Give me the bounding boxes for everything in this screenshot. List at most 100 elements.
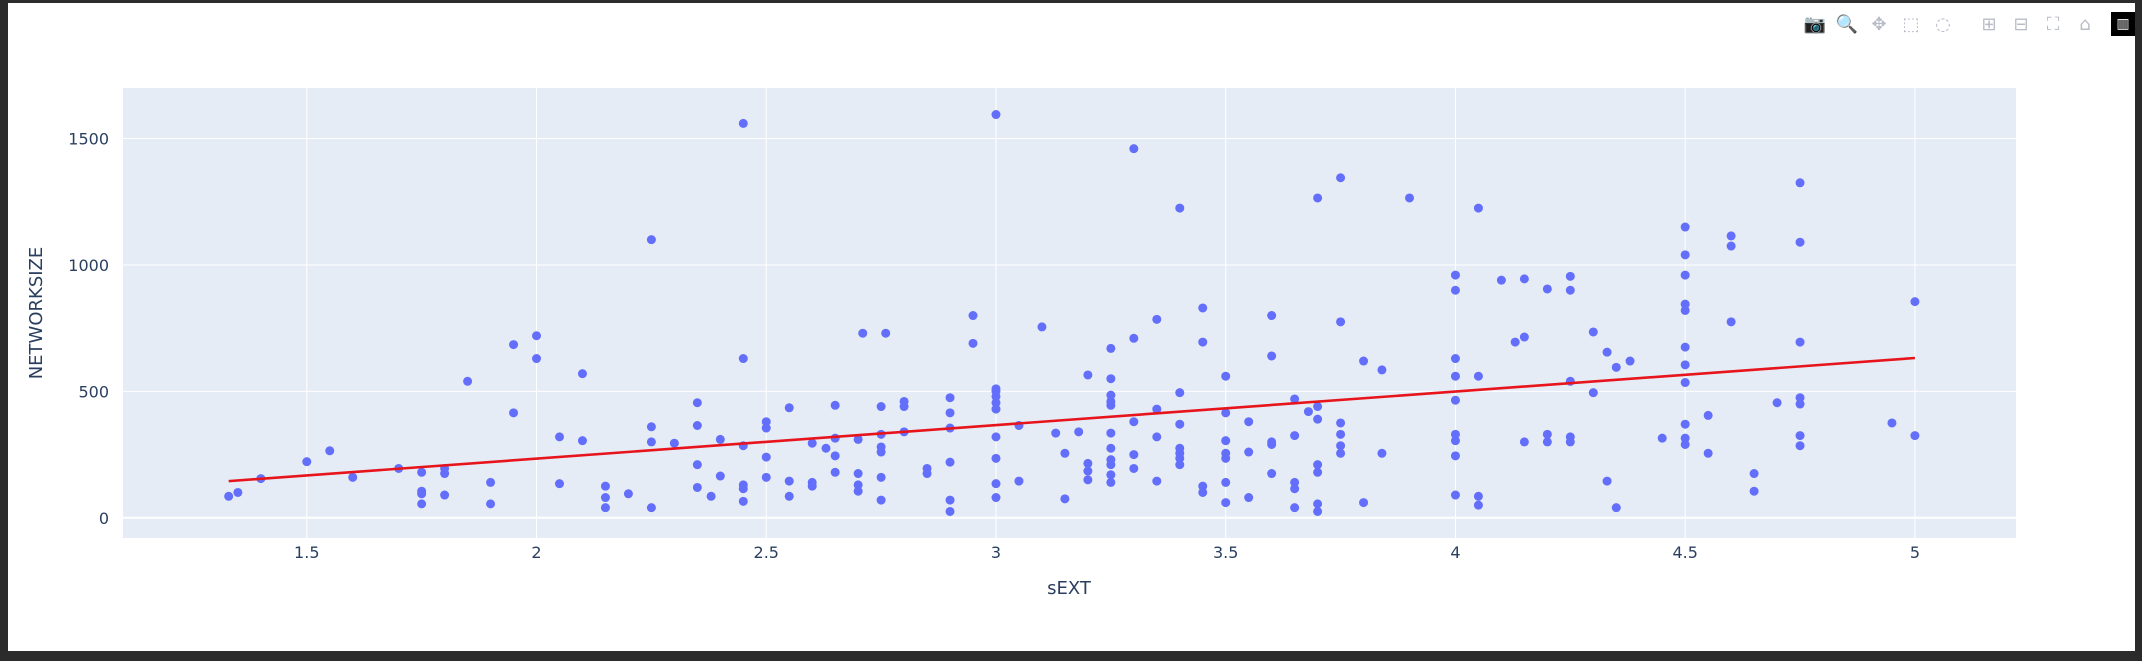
- data-point[interactable]: [1313, 414, 1323, 424]
- data-point[interactable]: [991, 404, 1001, 414]
- data-point[interactable]: [1680, 299, 1690, 309]
- data-point[interactable]: [1359, 498, 1369, 508]
- data-point[interactable]: [1519, 332, 1529, 342]
- data-point[interactable]: [1680, 419, 1690, 429]
- data-point[interactable]: [1198, 487, 1208, 497]
- data-point[interactable]: [1037, 322, 1047, 332]
- data-point[interactable]: [1051, 428, 1061, 438]
- data-point[interactable]: [968, 338, 978, 348]
- data-point[interactable]: [600, 481, 610, 491]
- data-point[interactable]: [821, 443, 831, 453]
- data-point[interactable]: [1290, 394, 1300, 404]
- data-point[interactable]: [1175, 203, 1185, 213]
- data-point[interactable]: [968, 311, 978, 321]
- data-point[interactable]: [1129, 144, 1139, 154]
- trendline[interactable]: [228, 356, 1916, 483]
- data-point[interactable]: [1336, 418, 1346, 428]
- data-point[interactable]: [1336, 317, 1346, 327]
- data-point[interactable]: [1519, 274, 1529, 284]
- data-point[interactable]: [600, 493, 610, 503]
- data-point[interactable]: [669, 438, 679, 448]
- data-point[interactable]: [738, 496, 748, 506]
- data-point[interactable]: [784, 491, 794, 501]
- data-point[interactable]: [945, 408, 955, 418]
- data-point[interactable]: [784, 476, 794, 486]
- box-select-button[interactable]: ⬚: [1895, 11, 1927, 37]
- data-point[interactable]: [554, 432, 564, 442]
- data-point[interactable]: [1221, 498, 1231, 508]
- data-point[interactable]: [1290, 503, 1300, 513]
- data-point[interactable]: [1083, 370, 1093, 380]
- data-point[interactable]: [646, 503, 656, 513]
- data-point[interactable]: [1450, 429, 1460, 439]
- data-point[interactable]: [1450, 285, 1460, 295]
- data-point[interactable]: [1703, 448, 1713, 458]
- data-point[interactable]: [991, 398, 1001, 408]
- data-point[interactable]: [1795, 431, 1805, 441]
- data-point[interactable]: [1450, 436, 1460, 446]
- data-point[interactable]: [1377, 365, 1387, 375]
- data-point[interactable]: [1680, 378, 1690, 388]
- data-point[interactable]: [945, 495, 955, 505]
- lasso-select-button[interactable]: ◌: [1927, 11, 1959, 37]
- data-point[interactable]: [1405, 193, 1415, 203]
- data-point[interactable]: [554, 479, 564, 489]
- data-point[interactable]: [1313, 506, 1323, 516]
- data-point[interactable]: [1795, 337, 1805, 347]
- data-point[interactable]: [1290, 477, 1300, 487]
- data-point[interactable]: [1749, 469, 1759, 479]
- data-point[interactable]: [1290, 484, 1300, 494]
- data-point[interactable]: [1680, 433, 1690, 443]
- data-point[interactable]: [1083, 458, 1093, 468]
- data-point[interactable]: [1244, 493, 1254, 503]
- data-point[interactable]: [991, 453, 1001, 463]
- data-point[interactable]: [1175, 460, 1185, 470]
- data-point[interactable]: [1565, 432, 1575, 442]
- data-point[interactable]: [738, 480, 748, 490]
- data-point[interactable]: [1795, 441, 1805, 451]
- data-point[interactable]: [1450, 371, 1460, 381]
- data-point[interactable]: [784, 403, 794, 413]
- data-point[interactable]: [1565, 285, 1575, 295]
- data-point[interactable]: [1198, 481, 1208, 491]
- data-point[interactable]: [1198, 303, 1208, 313]
- data-point[interactable]: [991, 493, 1001, 503]
- data-point[interactable]: [1129, 333, 1139, 343]
- data-point[interactable]: [325, 446, 335, 456]
- data-point[interactable]: [1221, 408, 1231, 418]
- data-point[interactable]: [881, 328, 891, 338]
- data-point[interactable]: [1726, 231, 1736, 241]
- data-point[interactable]: [1565, 271, 1575, 281]
- data-point[interactable]: [1795, 237, 1805, 247]
- data-point[interactable]: [1152, 476, 1162, 486]
- data-point[interactable]: [1106, 477, 1116, 487]
- data-point[interactable]: [1221, 436, 1231, 446]
- data-point[interactable]: [417, 486, 427, 496]
- reset-axes-button[interactable]: ⌂: [2069, 11, 2101, 37]
- data-point[interactable]: [876, 442, 886, 452]
- data-point[interactable]: [1290, 431, 1300, 441]
- data-point[interactable]: [1336, 173, 1346, 183]
- data-point[interactable]: [1244, 447, 1254, 457]
- data-point[interactable]: [577, 369, 587, 379]
- data-point[interactable]: [509, 408, 519, 418]
- data-point[interactable]: [1106, 428, 1116, 438]
- data-point[interactable]: [1726, 241, 1736, 251]
- data-point[interactable]: [692, 421, 702, 430]
- data-point[interactable]: [233, 487, 243, 497]
- data-point[interactable]: [509, 340, 519, 350]
- data-point[interactable]: [532, 354, 542, 364]
- data-point[interactable]: [486, 477, 496, 487]
- data-point[interactable]: [1602, 476, 1612, 486]
- data-point[interactable]: [1083, 466, 1093, 476]
- autoscale-button[interactable]: ⛶: [2037, 11, 2069, 37]
- data-point[interactable]: [1359, 356, 1369, 366]
- data-point[interactable]: [1450, 354, 1460, 364]
- data-point[interactable]: [646, 235, 656, 245]
- data-point[interactable]: [1772, 398, 1782, 408]
- data-point[interactable]: [1267, 311, 1277, 321]
- data-point[interactable]: [991, 479, 1001, 489]
- data-point[interactable]: [899, 396, 909, 406]
- zoom-out-button[interactable]: ⊟: [2005, 11, 2037, 37]
- data-point[interactable]: [1703, 410, 1713, 420]
